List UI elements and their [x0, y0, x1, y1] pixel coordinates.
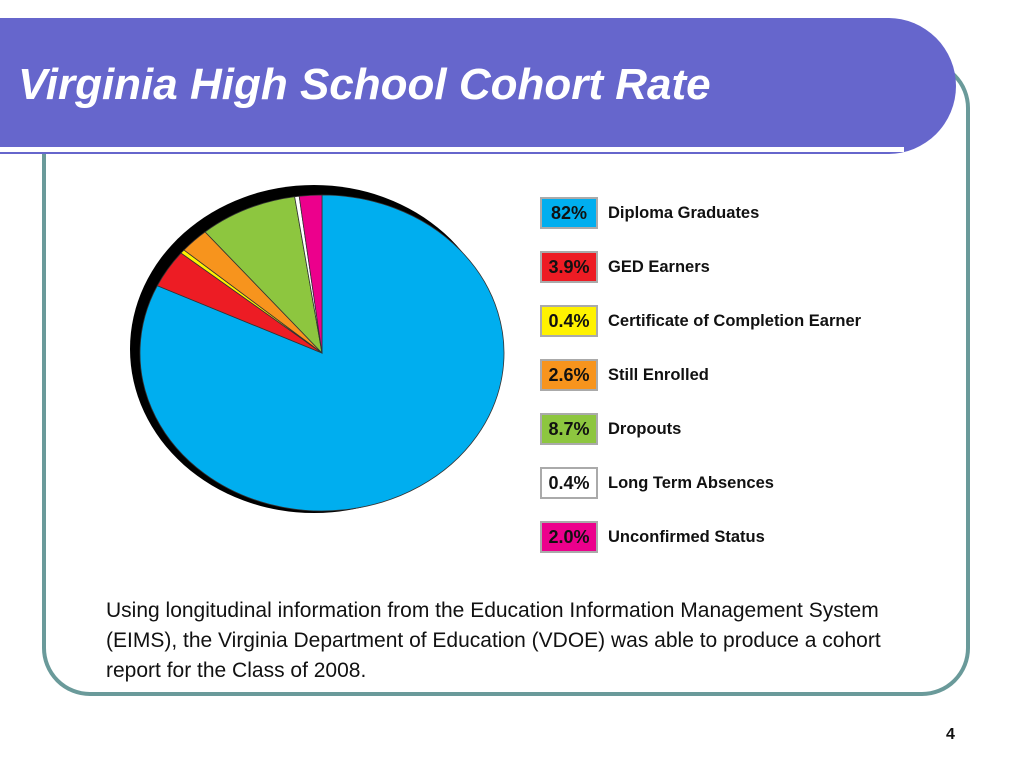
pie-slice-unconfirmed-status: [298, 194, 323, 354]
legend-label-diploma-graduates: Diploma Graduates: [608, 203, 760, 222]
legend-item-dropouts: 8.7% Dropouts: [540, 412, 681, 446]
page-number: 4: [946, 726, 955, 743]
legend-label-unconfirmed-status: Unconfirmed Status: [608, 527, 765, 546]
slide-title: Virginia High School Cohort Rate: [18, 60, 711, 109]
legend-item-ged-earners: 3.9% GED Earners: [540, 250, 710, 284]
legend-item-still-enrolled: 2.6% Still Enrolled: [540, 358, 709, 392]
legend-value-ged-earners: 3.9%: [540, 251, 598, 283]
legend-value-still-enrolled: 2.6%: [540, 359, 598, 391]
legend-label-still-enrolled: Still Enrolled: [608, 365, 709, 384]
legend-value-dropouts: 8.7%: [540, 413, 598, 445]
legend-value-long-term-absences: 0.4%: [540, 467, 598, 499]
legend-label-dropouts: Dropouts: [608, 419, 682, 438]
pie-slice-dropouts: [204, 196, 323, 355]
legend-item-unconfirmed-status: 2.0% Unconfirmed Status: [540, 520, 765, 554]
legend-item-long-term-absences: 0.4% Long Term Absences: [540, 466, 774, 500]
legend-item-diploma-graduates: 82% Diploma Graduates: [540, 196, 759, 230]
legend-label-ged-earners: GED Earners: [608, 257, 710, 276]
legend-value-unconfirmed-status: 2.0%: [540, 521, 598, 553]
legend-value-diploma-graduates: 82%: [540, 197, 598, 229]
title-underline: [0, 147, 904, 152]
title-bar: Virginia High School Cohort Rate: [0, 18, 956, 154]
legend-label-certificate-of-completion-earner: Certificate of Completion Earner: [608, 311, 862, 330]
legend-item-certificate-of-completion-earner: 0.4% Certificate of Completion Earner: [540, 304, 861, 338]
legend-label-long-term-absences: Long Term Absences: [608, 473, 774, 492]
slide-caption: Using longitudinal information from the …: [106, 599, 881, 682]
legend-value-certificate-of-completion-earner: 0.4%: [540, 305, 598, 337]
